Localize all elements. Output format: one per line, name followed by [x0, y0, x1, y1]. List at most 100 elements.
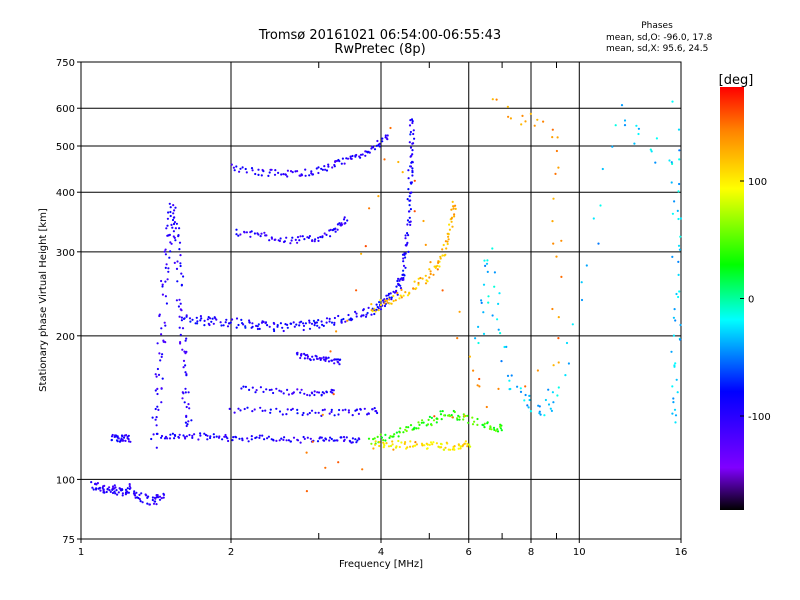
echo-point — [503, 345, 506, 349]
echo-point — [160, 333, 163, 336]
echo-point — [405, 244, 408, 247]
echo-point — [355, 315, 358, 318]
echo-point — [428, 268, 431, 271]
echo-point — [182, 392, 185, 395]
echo-point — [282, 329, 285, 333]
echo-point — [316, 324, 319, 327]
echo-point — [281, 413, 284, 416]
echo-point — [408, 216, 411, 219]
echo-point — [389, 292, 392, 295]
echo-point — [179, 262, 182, 265]
echo-point — [187, 403, 190, 406]
echo-point — [188, 317, 192, 320]
echo-point — [338, 363, 341, 366]
echo-point — [376, 305, 379, 309]
echo-point — [439, 413, 443, 416]
echo-point — [173, 261, 176, 264]
echo-point — [323, 232, 326, 235]
echo-point — [320, 167, 323, 170]
echo-point — [185, 337, 188, 340]
echo-point — [557, 316, 560, 319]
echo-point — [303, 392, 306, 395]
echo-point — [91, 486, 94, 489]
echo-point — [480, 301, 483, 304]
echo-point — [468, 355, 471, 358]
echo-point — [536, 118, 539, 121]
echo-point — [453, 215, 456, 218]
echo-point — [178, 315, 181, 318]
echo-point — [308, 394, 311, 397]
echo-point — [296, 351, 299, 354]
echo-point — [496, 430, 500, 433]
echo-point — [226, 437, 229, 440]
echo-point — [347, 411, 350, 414]
echo-point — [251, 169, 254, 172]
echo-point — [446, 240, 449, 243]
echo-point — [239, 167, 242, 170]
echo-point — [477, 341, 480, 345]
echo-point — [184, 339, 187, 342]
echo-point — [339, 358, 342, 361]
echo-point — [311, 173, 315, 176]
echo-point — [108, 489, 111, 492]
echo-point — [597, 242, 600, 245]
echo-point — [154, 389, 157, 392]
echo-point — [370, 303, 373, 306]
x-tick-label: 10 — [573, 547, 586, 558]
echo-point — [185, 405, 188, 409]
echo-point — [384, 433, 387, 436]
echo-point — [258, 327, 261, 330]
echo-point — [109, 490, 112, 493]
echo-point — [476, 384, 479, 387]
echo-point — [175, 299, 178, 302]
echo-point — [399, 294, 402, 297]
echo-point — [324, 466, 327, 469]
echo-point — [402, 431, 405, 434]
echo-point — [181, 327, 185, 330]
echo-point — [296, 412, 299, 415]
echo-point — [102, 485, 105, 488]
echo-point — [335, 330, 338, 333]
echo-point — [224, 433, 227, 437]
echo-point — [235, 326, 238, 329]
echo-point — [486, 422, 489, 425]
echo-point — [323, 165, 326, 168]
echo-point — [275, 407, 278, 410]
echo-point — [105, 490, 108, 494]
echo-point — [179, 342, 182, 345]
echo-point — [167, 234, 170, 237]
echo-point — [402, 257, 405, 260]
echo-point — [191, 436, 194, 439]
echo-point — [293, 325, 296, 328]
echo-point — [167, 267, 170, 270]
echo-point — [160, 387, 163, 390]
echo-point — [357, 412, 360, 415]
echo-point — [580, 298, 584, 302]
echo-point — [106, 487, 109, 490]
echo-point — [262, 170, 265, 173]
echo-point — [292, 391, 295, 394]
echo-point — [483, 426, 486, 429]
echo-point — [670, 350, 673, 353]
echo-point — [409, 181, 412, 184]
echo-point — [359, 408, 362, 411]
echo-point — [285, 439, 288, 442]
echo-point — [365, 313, 368, 316]
echo-point — [296, 388, 299, 391]
echo-point — [633, 142, 636, 145]
echo-point — [199, 319, 202, 322]
echo-point — [227, 439, 230, 443]
echo-point — [237, 234, 240, 237]
echo-point — [163, 321, 166, 324]
echo-point — [635, 124, 638, 127]
echo-point — [426, 443, 429, 446]
echo-point — [547, 403, 551, 406]
echo-point — [345, 436, 348, 439]
echo-point — [453, 213, 456, 216]
echo-point — [141, 501, 144, 504]
echo-point — [334, 160, 337, 163]
echo-point — [422, 421, 425, 424]
echo-point — [351, 437, 354, 440]
echo-point — [556, 394, 559, 397]
